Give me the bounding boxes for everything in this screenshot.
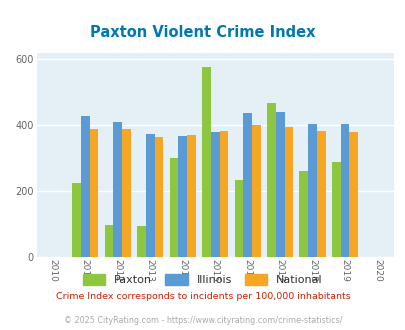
Text: Crime Index corresponds to incidents per 100,000 inhabitants: Crime Index corresponds to incidents per…: [55, 292, 350, 301]
Bar: [145, 134, 154, 257]
Bar: [234, 180, 243, 257]
Bar: [316, 131, 325, 257]
Legend: Paxton, Illinois, National: Paxton, Illinois, National: [78, 270, 327, 289]
Bar: [331, 162, 340, 257]
Bar: [122, 129, 130, 257]
Bar: [187, 135, 195, 257]
Bar: [210, 132, 219, 257]
Bar: [284, 127, 292, 257]
Bar: [299, 171, 307, 257]
Bar: [340, 124, 349, 257]
Bar: [104, 225, 113, 257]
Bar: [169, 158, 178, 257]
Bar: [202, 67, 210, 257]
Bar: [113, 122, 122, 257]
Bar: [219, 131, 228, 257]
Bar: [137, 226, 145, 257]
Bar: [178, 136, 187, 257]
Bar: [154, 137, 163, 257]
Bar: [81, 116, 90, 257]
Bar: [266, 103, 275, 257]
Bar: [90, 129, 98, 257]
Bar: [275, 112, 284, 257]
Text: Paxton Violent Crime Index: Paxton Violent Crime Index: [90, 25, 315, 40]
Bar: [252, 125, 260, 257]
Bar: [307, 124, 316, 257]
Text: © 2025 CityRating.com - https://www.cityrating.com/crime-statistics/: © 2025 CityRating.com - https://www.city…: [64, 316, 341, 325]
Bar: [349, 132, 357, 257]
Bar: [243, 113, 252, 257]
Bar: [72, 183, 81, 257]
